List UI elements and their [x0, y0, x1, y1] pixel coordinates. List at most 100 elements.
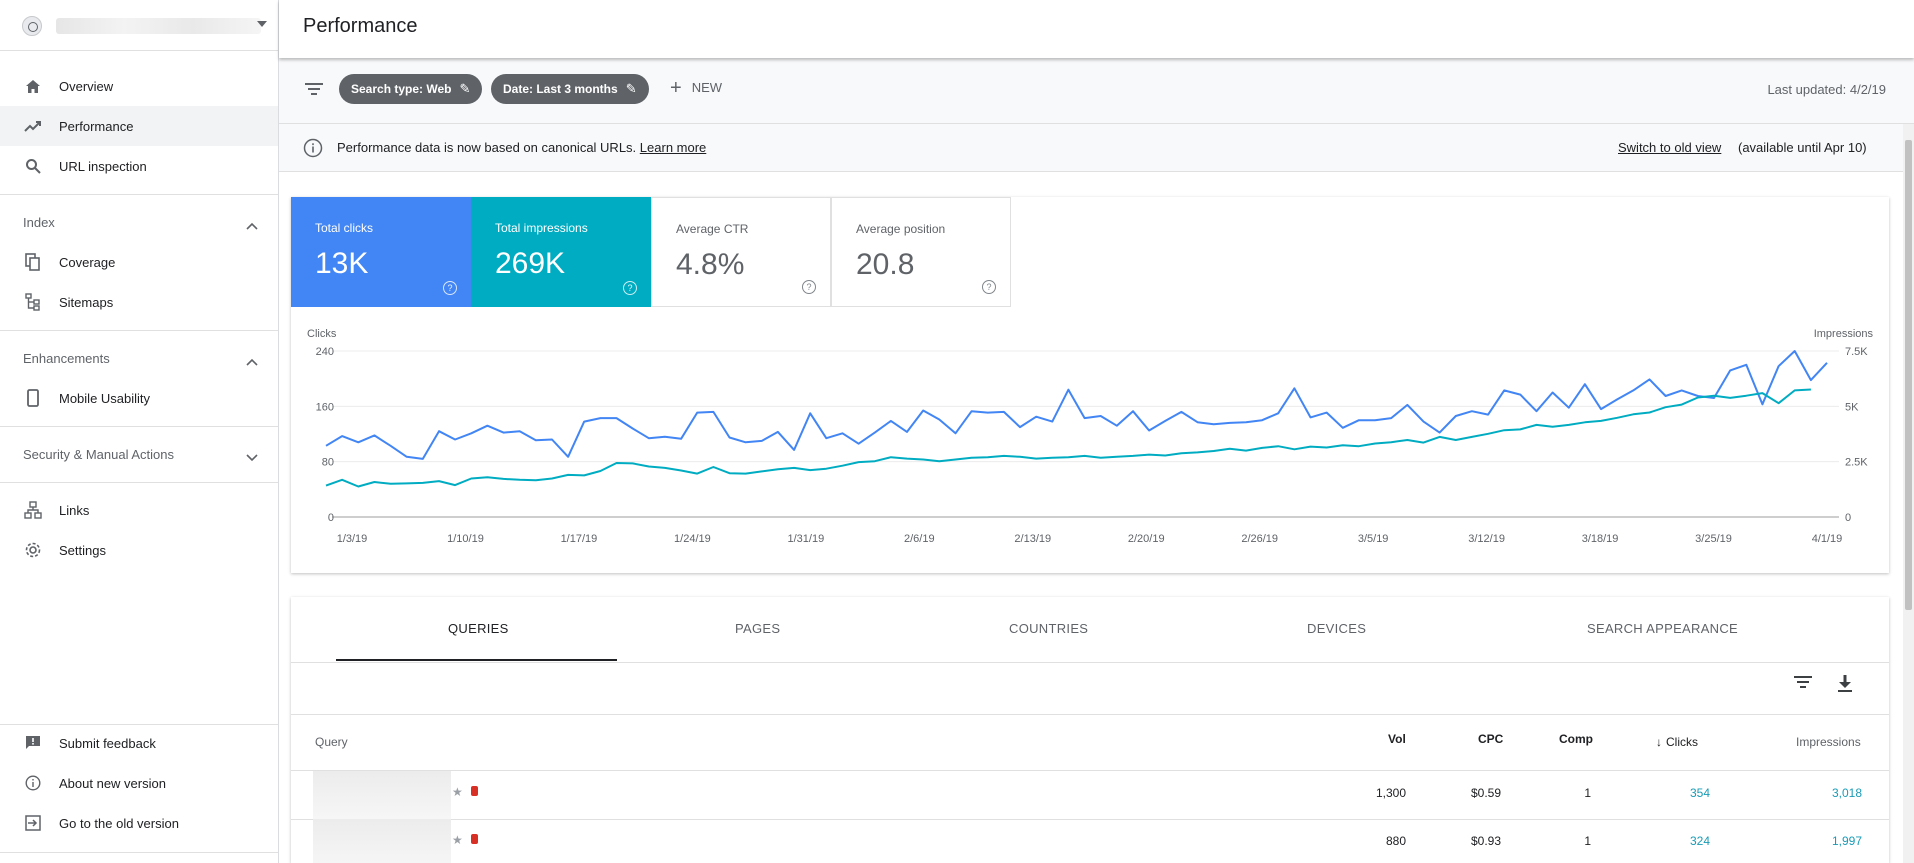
- notice-text-wrap: Performance data is now based on canonic…: [337, 140, 706, 155]
- sidebar-item-label: Go to the old version: [59, 815, 179, 831]
- x-tick-label: 1/10/19: [447, 533, 484, 545]
- scrollbar[interactable]: [1903, 124, 1914, 863]
- y-tick-label: 160: [316, 401, 334, 413]
- active-tab-indicator: [336, 659, 617, 661]
- sidebar-item-performance[interactable]: Performance: [0, 106, 278, 146]
- star-icon[interactable]: ★: [452, 833, 463, 847]
- globe-icon: [22, 16, 42, 36]
- sidebar-section-enhancements[interactable]: Enhancements: [23, 351, 110, 366]
- sidebar-item-overview[interactable]: Overview: [0, 66, 278, 106]
- average-ctr-metric[interactable]: Average CTR 4.8% ?: [651, 197, 831, 307]
- divider: [291, 714, 1889, 715]
- trending-up-icon: [24, 117, 42, 135]
- divider: [0, 194, 278, 195]
- database-icon[interactable]: [471, 786, 478, 796]
- y2-tick-label: 2.5K: [1845, 457, 1868, 469]
- scrollbar-thumb[interactable]: [1905, 140, 1912, 610]
- search-type-chip[interactable]: Search type: Web ✎: [339, 74, 483, 104]
- x-tick-label: 2/13/19: [1014, 533, 1051, 545]
- divider: [0, 724, 278, 725]
- divider: [0, 50, 278, 51]
- query-text-redacted[interactable]: [313, 771, 451, 819]
- home-icon: [24, 77, 42, 95]
- filter-icon[interactable]: [305, 82, 323, 101]
- divider: [0, 482, 278, 483]
- average-position-metric[interactable]: Average position 20.8 ?: [831, 197, 1011, 307]
- sidebar-section-index[interactable]: Index: [23, 215, 55, 230]
- clicks-cell[interactable]: 324: [1689, 834, 1710, 848]
- help-icon[interactable]: ?: [443, 281, 457, 295]
- sidebar-item-label: Mobile Usability: [59, 390, 151, 406]
- table-row[interactable]: ★ 880 $0.93 1 324 1,997: [291, 819, 1889, 863]
- sidebar-item-links[interactable]: Links: [0, 490, 278, 530]
- divider: [0, 330, 278, 331]
- impressions-cell[interactable]: 3,018: [1831, 786, 1862, 800]
- sidebar-item-settings[interactable]: Settings: [0, 530, 278, 570]
- exit-icon: [24, 814, 42, 832]
- column-header-comp[interactable]: Comp: [1559, 732, 1593, 746]
- chevron-up-icon[interactable]: [246, 353, 258, 366]
- pencil-icon[interactable]: ✎: [459, 81, 471, 96]
- sidebar-item-coverage[interactable]: Coverage: [0, 242, 278, 282]
- learn-more-link[interactable]: Learn more: [639, 140, 707, 155]
- metric-label: Average position: [856, 222, 946, 236]
- switch-old-view-link[interactable]: Switch to old view: [1618, 140, 1722, 155]
- sidebar-item-submit-feedback[interactable]: Submit feedback: [0, 723, 278, 763]
- tab-pages[interactable]: PAGES: [735, 621, 781, 636]
- column-header-clicks[interactable]: ↓ Clicks: [1656, 735, 1698, 749]
- sidebar-item-label: Sitemaps: [59, 294, 114, 310]
- metric-value: 4.8%: [676, 248, 745, 281]
- new-filter-button[interactable]: + NEW: [670, 78, 722, 98]
- tab-countries[interactable]: COUNTRIES: [1009, 621, 1089, 636]
- clicks-cell[interactable]: 354: [1689, 786, 1710, 800]
- pencil-icon[interactable]: ✎: [625, 81, 637, 96]
- vol-cell: 1,300: [1375, 786, 1406, 800]
- star-icon[interactable]: ★: [452, 785, 463, 799]
- x-tick-label: 2/20/19: [1128, 533, 1165, 545]
- page-title: Performance: [303, 15, 418, 37]
- y-tick-label: 80: [322, 457, 334, 469]
- help-icon[interactable]: ?: [982, 280, 996, 294]
- sidebar-item-old-version[interactable]: Go to the old version: [0, 803, 278, 843]
- column-header-cpc[interactable]: CPC: [1478, 732, 1504, 746]
- column-header-impressions[interactable]: Impressions: [1796, 735, 1861, 749]
- total-clicks-metric[interactable]: Total clicks 13K ?: [291, 197, 471, 307]
- sidebar-item-about-new-version[interactable]: About new version: [0, 763, 278, 803]
- sidebar-item-sitemaps[interactable]: Sitemaps: [0, 282, 278, 322]
- comp-cell: 1: [1584, 786, 1591, 800]
- table-filter-icon[interactable]: [1794, 675, 1812, 694]
- tab-search-appearance[interactable]: SEARCH APPEARANCE: [1587, 621, 1739, 636]
- canonical-notice: Performance data is now based on canonic…: [279, 124, 1903, 172]
- total-impressions-metric[interactable]: Total impressions 269K ?: [471, 197, 651, 307]
- x-tick-label: 1/31/19: [787, 533, 824, 545]
- help-icon[interactable]: ?: [623, 281, 637, 295]
- tab-queries[interactable]: QUERIES: [448, 621, 509, 636]
- y-axis-label: Clicks: [307, 328, 337, 340]
- chevron-up-icon[interactable]: [246, 217, 258, 230]
- x-tick-label: 3/18/19: [1582, 533, 1619, 545]
- metric-value: 13K: [315, 247, 369, 280]
- date-chip[interactable]: Date: Last 3 months ✎: [491, 74, 649, 104]
- query-text-redacted[interactable]: [313, 819, 451, 863]
- divider: [0, 852, 278, 853]
- property-selector[interactable]: [22, 14, 267, 38]
- download-icon[interactable]: [1837, 675, 1853, 698]
- sidebar-item-url-inspection[interactable]: URL inspection: [0, 146, 278, 186]
- performance-chart[interactable]: 0 0 80 2.5K 160 5K 240 7.5K 1/3/19 1/10/19 1/17/19…: [291, 307, 1889, 573]
- database-icon[interactable]: [471, 834, 478, 844]
- sidebar-item-mobile-usability[interactable]: Mobile Usability: [0, 378, 278, 418]
- table-row[interactable]: ★ 1,300 $0.59 1 354 3,018: [291, 771, 1889, 820]
- sidebar-item-label: Coverage: [59, 254, 116, 270]
- sidebar-section-security[interactable]: Security & Manual Actions: [23, 447, 175, 462]
- column-header-vol[interactable]: Vol: [1388, 732, 1406, 746]
- tab-devices[interactable]: DEVICES: [1307, 621, 1367, 636]
- impressions-cell[interactable]: 1,997: [1831, 834, 1862, 848]
- series-line-clicks: [325, 350, 1828, 460]
- chevron-down-icon[interactable]: [246, 449, 258, 462]
- dropdown-caret-icon[interactable]: [257, 21, 267, 27]
- column-header-query[interactable]: Query: [315, 735, 348, 749]
- sidebar-item-label: Submit feedback: [59, 735, 156, 751]
- x-tick-label: 3/25/19: [1695, 533, 1732, 545]
- series-line-impressions: [325, 388, 1811, 488]
- help-icon[interactable]: ?: [802, 280, 816, 294]
